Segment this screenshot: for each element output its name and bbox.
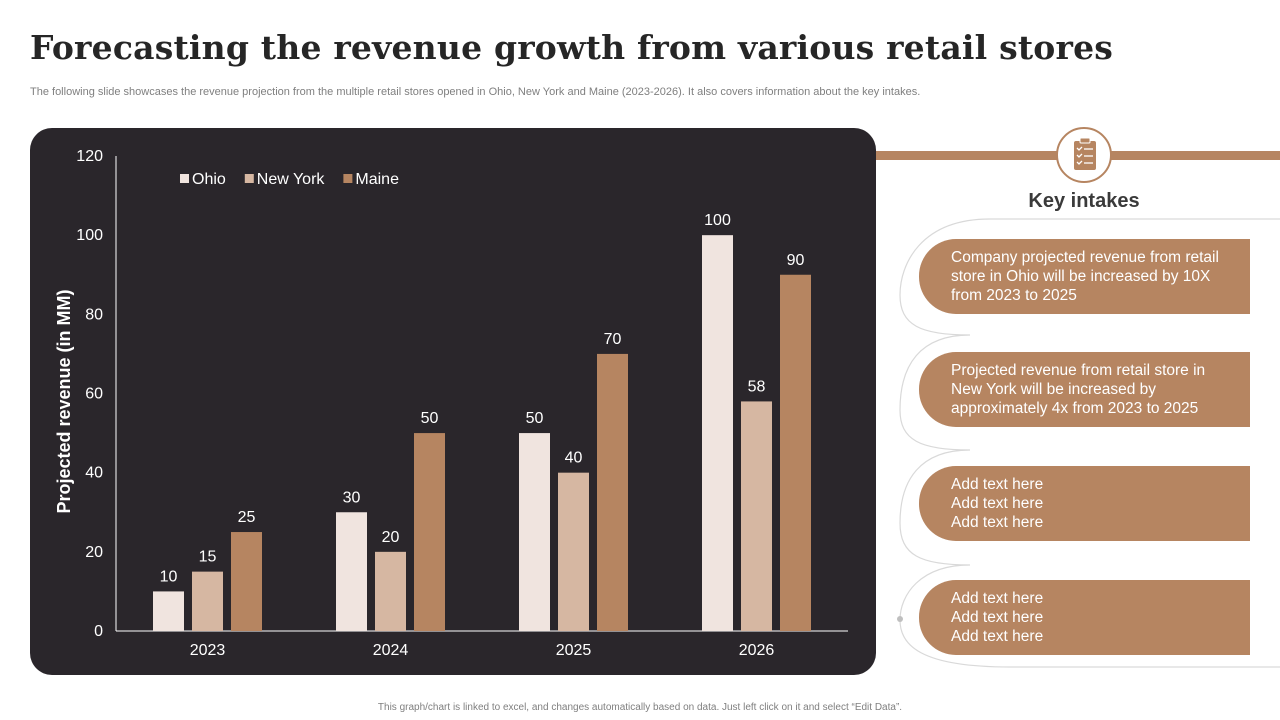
data-label: 58	[748, 378, 766, 395]
x-tick-label: 2023	[190, 642, 226, 659]
bar-ohio-2026[interactable]	[702, 235, 733, 631]
intakes-connector-line	[897, 218, 1280, 668]
data-label: 90	[787, 252, 805, 269]
bar-maine-2025[interactable]	[597, 353, 628, 631]
bar-maine-2023[interactable]	[231, 532, 262, 631]
legend-label: Maine	[355, 171, 399, 188]
y-tick-label: 60	[85, 386, 103, 403]
x-tick-label: 2024	[373, 642, 409, 659]
data-label: 15	[199, 549, 217, 566]
footer-note: This graph/chart is linked to excel, and…	[377, 702, 903, 713]
key-intake-item: Add text here Add text here Add text her…	[919, 466, 1250, 541]
key-intakes-title: Key intakes	[1028, 190, 1140, 212]
y-tick-label: 100	[76, 227, 103, 244]
key-intake-text: Add text here Add text here Add text her…	[951, 590, 1044, 645]
y-tick-label: 80	[85, 306, 103, 323]
legend-label: New York	[257, 171, 326, 188]
y-tick-label: 120	[76, 148, 103, 165]
legend-label: Ohio	[192, 171, 226, 188]
page-subtitle: The following slide showcases the revenu…	[30, 86, 921, 98]
key-intake-item: Add text here Add text here Add text her…	[919, 580, 1250, 655]
data-label: 30	[343, 489, 361, 506]
y-tick-label: 20	[85, 544, 103, 561]
data-label: 100	[704, 212, 731, 229]
data-label: 50	[421, 410, 439, 427]
key-intake-item: Projected revenue from retail store in N…	[919, 352, 1250, 427]
data-label: 70	[604, 331, 622, 348]
bar-new-york-2024[interactable]	[375, 551, 406, 631]
bar-new-york-2025[interactable]	[558, 472, 589, 631]
y-tick-label: 0	[94, 623, 103, 640]
bar-ohio-2025[interactable]	[519, 433, 550, 631]
bar-ohio-2023[interactable]	[153, 591, 184, 631]
bar-chart[interactable]: 0 20 40 60 80 100 120 Projected revenue (in MM)…	[30, 128, 876, 675]
y-axis-title: Projected revenue (in MM)	[54, 289, 74, 513]
legend-swatch-ohio	[180, 174, 189, 183]
data-label: 25	[238, 509, 256, 526]
data-label: 20	[382, 529, 400, 546]
data-label: 40	[565, 450, 583, 467]
chart-panel[interactable]: 0 20 40 60 80 100 120 Projected revenue (in MM)…	[30, 128, 876, 675]
legend-swatch-new-york	[244, 174, 254, 183]
x-tick-label: 2026	[739, 642, 775, 659]
bar-new-york-2026[interactable]	[741, 401, 772, 631]
legend-swatch-maine	[343, 174, 353, 183]
key-intake-text: Add text here Add text here Add text her…	[951, 476, 1044, 531]
key-intake-text: Projected revenue from retail store in N…	[951, 362, 1206, 417]
bar-ohio-2024[interactable]	[336, 512, 367, 631]
x-tick-label: 2025	[556, 642, 592, 659]
bar-new-york-2023[interactable]	[192, 571, 223, 631]
data-label: 50	[526, 410, 544, 427]
y-tick-label: 40	[85, 465, 103, 482]
key-intake-item: Company projected revenue from retail st…	[919, 239, 1250, 314]
key-intakes-icon-badge	[1056, 127, 1112, 183]
data-label: 10	[160, 568, 178, 585]
page-title: Forecasting the revenue growth from vari…	[30, 28, 1114, 67]
bar-maine-2024[interactable]	[414, 433, 445, 631]
bar-maine-2026[interactable]	[780, 274, 811, 631]
clipboard-checklist-icon	[1074, 137, 1096, 170]
key-intake-text: Company projected revenue from retail st…	[951, 249, 1219, 304]
